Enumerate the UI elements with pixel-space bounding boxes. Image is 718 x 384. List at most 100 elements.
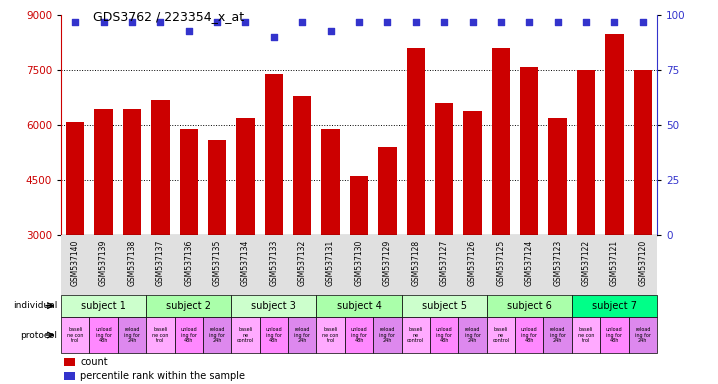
Text: reload
ing for
24h: reload ing for 24h [209, 327, 225, 343]
Point [353, 19, 365, 25]
Text: GSM537121: GSM537121 [610, 240, 619, 286]
Text: protocol: protocol [20, 331, 57, 339]
Text: reload
ing for
24h: reload ing for 24h [124, 327, 140, 343]
Point [552, 19, 564, 25]
Bar [288, 317, 317, 353]
Text: reload
ing for
24h: reload ing for 24h [635, 327, 651, 343]
Text: baseli
ne
control: baseli ne control [493, 327, 510, 343]
Text: GSM537127: GSM537127 [439, 240, 449, 286]
Text: baseli
ne con
trol: baseli ne con trol [152, 327, 169, 343]
Point [382, 19, 393, 25]
Bar [401, 295, 487, 317]
Bar [66, 121, 85, 235]
Text: reload
ing for
24h: reload ing for 24h [465, 327, 480, 343]
Text: GSM537120: GSM537120 [638, 240, 648, 286]
Bar [180, 129, 198, 235]
Point [495, 19, 507, 25]
Bar [628, 317, 657, 353]
Bar [317, 295, 401, 317]
Text: reload
ing for
24h: reload ing for 24h [550, 327, 566, 343]
Text: GSM537129: GSM537129 [383, 240, 392, 286]
Bar [231, 295, 317, 317]
Bar [94, 109, 113, 235]
Bar [577, 70, 595, 235]
Bar [350, 176, 368, 235]
Text: GSM537123: GSM537123 [553, 240, 562, 286]
Point [183, 28, 195, 34]
Bar [492, 48, 510, 235]
Text: GSM537126: GSM537126 [468, 240, 477, 286]
Bar [322, 129, 340, 235]
Point [98, 19, 109, 25]
Bar [345, 317, 373, 353]
Bar [458, 317, 487, 353]
Text: subject 1: subject 1 [81, 301, 126, 311]
Point [580, 19, 592, 25]
Point [637, 19, 648, 25]
Text: unload
ing for
48h: unload ing for 48h [350, 327, 368, 343]
Bar [430, 317, 458, 353]
Bar [151, 99, 169, 235]
Text: baseli
ne
control: baseli ne control [407, 327, 424, 343]
Text: GSM537134: GSM537134 [241, 240, 250, 286]
Bar [146, 295, 231, 317]
Text: baseli
ne con
trol: baseli ne con trol [67, 327, 83, 343]
Bar [118, 317, 146, 353]
Bar [487, 317, 515, 353]
Bar [463, 111, 482, 235]
Text: individual: individual [13, 301, 57, 310]
Bar [236, 118, 255, 235]
Bar [633, 70, 652, 235]
Text: GSM537132: GSM537132 [298, 240, 307, 286]
Point [211, 19, 223, 25]
Text: GSM537122: GSM537122 [582, 240, 590, 286]
Bar [231, 317, 260, 353]
Bar [260, 317, 288, 353]
Point [70, 19, 81, 25]
Bar [401, 317, 430, 353]
Bar [605, 34, 624, 235]
Bar [572, 317, 600, 353]
Point [240, 19, 251, 25]
Text: GSM537137: GSM537137 [156, 240, 165, 286]
Bar [146, 317, 174, 353]
Point [609, 19, 620, 25]
Bar [406, 48, 425, 235]
Text: unload
ing for
48h: unload ing for 48h [266, 327, 282, 343]
Text: GSM537136: GSM537136 [185, 240, 193, 286]
Text: subject 3: subject 3 [251, 301, 297, 311]
Text: GSM537140: GSM537140 [70, 240, 80, 286]
Point [439, 19, 450, 25]
Bar [378, 147, 396, 235]
Text: unload
ing for
48h: unload ing for 48h [606, 327, 623, 343]
Bar [90, 317, 118, 353]
Text: subject 5: subject 5 [421, 301, 467, 311]
Bar [435, 103, 453, 235]
Bar [487, 295, 572, 317]
Text: unload
ing for
48h: unload ing for 48h [180, 327, 197, 343]
Bar [373, 317, 401, 353]
Point [523, 19, 535, 25]
Text: subject 7: subject 7 [592, 301, 637, 311]
Point [154, 19, 166, 25]
Text: GSM537130: GSM537130 [355, 240, 363, 286]
Text: GSM537125: GSM537125 [496, 240, 505, 286]
Bar [265, 74, 283, 235]
Bar [208, 140, 226, 235]
Text: reload
ing for
24h: reload ing for 24h [294, 327, 310, 343]
Text: baseli
ne con
trol: baseli ne con trol [322, 327, 339, 343]
Text: GSM537128: GSM537128 [411, 240, 420, 286]
Bar [61, 295, 146, 317]
Bar [174, 317, 203, 353]
Bar [317, 317, 345, 353]
Point [467, 19, 478, 25]
Bar [600, 317, 628, 353]
Text: count: count [80, 357, 108, 367]
Point [126, 19, 138, 25]
Bar [203, 317, 231, 353]
Point [297, 19, 308, 25]
Point [325, 28, 336, 34]
Text: subject 4: subject 4 [337, 301, 381, 311]
Bar [293, 96, 312, 235]
Text: GSM537135: GSM537135 [213, 240, 222, 286]
